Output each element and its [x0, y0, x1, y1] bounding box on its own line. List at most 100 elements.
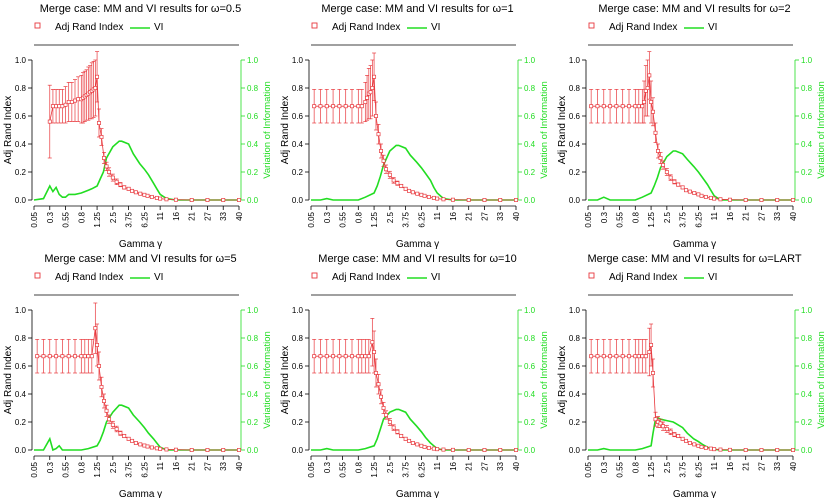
x-tick-label: 16 [172, 211, 181, 220]
x-tick-label: 33 [219, 211, 228, 220]
ari-point [104, 408, 109, 413]
ari-point [107, 417, 112, 422]
ari-point [365, 95, 370, 100]
y-tick-label-right: 1.0 [524, 306, 536, 315]
ari-point [66, 100, 71, 104]
x-tick-label: 40 [235, 461, 244, 470]
x-tick-label: 27 [480, 461, 489, 470]
ari-point [318, 104, 323, 109]
y-tick-label-left: 0.2 [15, 168, 27, 177]
ari-point [118, 182, 123, 187]
x-tick-label: 3.75 [125, 461, 134, 477]
ari-point [66, 354, 71, 359]
ari-point [712, 447, 717, 452]
x-axis-title: Gamma γ [673, 489, 716, 498]
x-tick-label: 27 [757, 211, 766, 220]
ari-point [381, 158, 386, 163]
ari-point [73, 98, 77, 103]
ari-point [395, 429, 400, 434]
y-tick-label-left: 0.0 [569, 196, 581, 205]
ari-point [95, 74, 100, 79]
x-tick-label: 0.8 [631, 211, 640, 223]
ari-point [395, 181, 400, 186]
ari-point [374, 371, 378, 375]
ari-point [93, 86, 98, 90]
ari-point [79, 354, 84, 359]
y-tick-label-left: 0.6 [15, 112, 27, 121]
ari-point [97, 121, 101, 125]
y-tick-label-left: 0.0 [569, 446, 581, 455]
x-tick-label: 2.5 [386, 461, 395, 473]
ari-point [154, 195, 159, 200]
ari-point [415, 191, 420, 196]
x-axis-title: Gamma γ [396, 239, 439, 250]
ari-point [110, 175, 115, 180]
ari-point [399, 434, 404, 438]
x-tick-label: 0.3 [46, 211, 55, 223]
ari-point [627, 104, 631, 109]
y-axis-title-left: Adj Rand Index [3, 346, 14, 414]
ari-point [318, 354, 323, 359]
y-tick-label-left: 0.0 [292, 446, 304, 455]
ari-point [647, 73, 652, 78]
ari-point [407, 438, 412, 443]
x-tick-label: 27 [480, 211, 489, 220]
legend-vi-label: VI [154, 272, 163, 283]
ari-line [591, 75, 793, 201]
x-tick-label: 0.3 [46, 461, 55, 473]
ari-point [653, 417, 658, 422]
x-tick-label: 40 [235, 211, 244, 220]
ari-point [368, 90, 373, 95]
y-tick-label-right: 0.4 [801, 140, 813, 149]
y-tick-label-left: 0.2 [569, 418, 581, 427]
x-tick-label: 0.55 [62, 461, 71, 477]
legend-ari-marker [34, 272, 41, 279]
x-tick-label: 0.8 [354, 211, 363, 223]
ari-point [668, 175, 673, 180]
ari-point [466, 448, 471, 452]
y-axis-title-left: Adj Rand Index [557, 96, 568, 164]
ari-point [142, 192, 147, 197]
ari-point [376, 132, 381, 137]
ari-point [387, 420, 392, 424]
ari-point [684, 438, 689, 443]
ari-point [82, 354, 87, 359]
ari-point [676, 182, 681, 187]
ari-point [391, 425, 396, 430]
ari-point [645, 86, 650, 90]
x-tick-label: 6.25 [694, 211, 703, 227]
y-tick-label-right: 0.0 [801, 446, 813, 455]
x-tick-label: 0.55 [339, 461, 348, 477]
y-tick-label-left: 0.2 [15, 418, 27, 427]
ari-point [118, 431, 123, 436]
ari-point [441, 447, 446, 452]
ari-point [47, 354, 52, 359]
ari-point [142, 443, 147, 448]
ari-point [376, 382, 381, 387]
x-tick-label: 3.75 [125, 211, 134, 227]
chart-panel: Merge case: MM and VI results for ω=LART… [557, 253, 827, 498]
y-tick-label-left: 0.8 [15, 84, 27, 93]
ari-point [422, 193, 427, 198]
ari-point [189, 448, 194, 452]
ari-point [158, 446, 163, 451]
legend-ari-label: Adj Rand Index [332, 272, 400, 283]
ari-point [672, 179, 677, 184]
vi-line [588, 416, 793, 451]
x-axis-title: Gamma γ [673, 239, 716, 250]
x-tick-label: 0.3 [600, 461, 609, 473]
ari-point [102, 156, 106, 160]
chart-panel: Merge case: MM and VI results for ω=0.5 A… [3, 3, 273, 250]
ari-point [337, 354, 342, 359]
chart-title: Merge case: MM and VI results for ω=0.5 [40, 3, 241, 15]
ari-line [314, 76, 516, 201]
ari-point [60, 354, 65, 359]
x-tick-label: 0.3 [600, 211, 609, 223]
ari-point [145, 193, 150, 198]
ari-point [498, 448, 503, 452]
ari-point [350, 354, 354, 359]
ari-point [435, 447, 440, 452]
y-tick-label-right: 0.6 [247, 112, 259, 121]
ari-point [372, 350, 377, 354]
ari-point [699, 193, 704, 198]
